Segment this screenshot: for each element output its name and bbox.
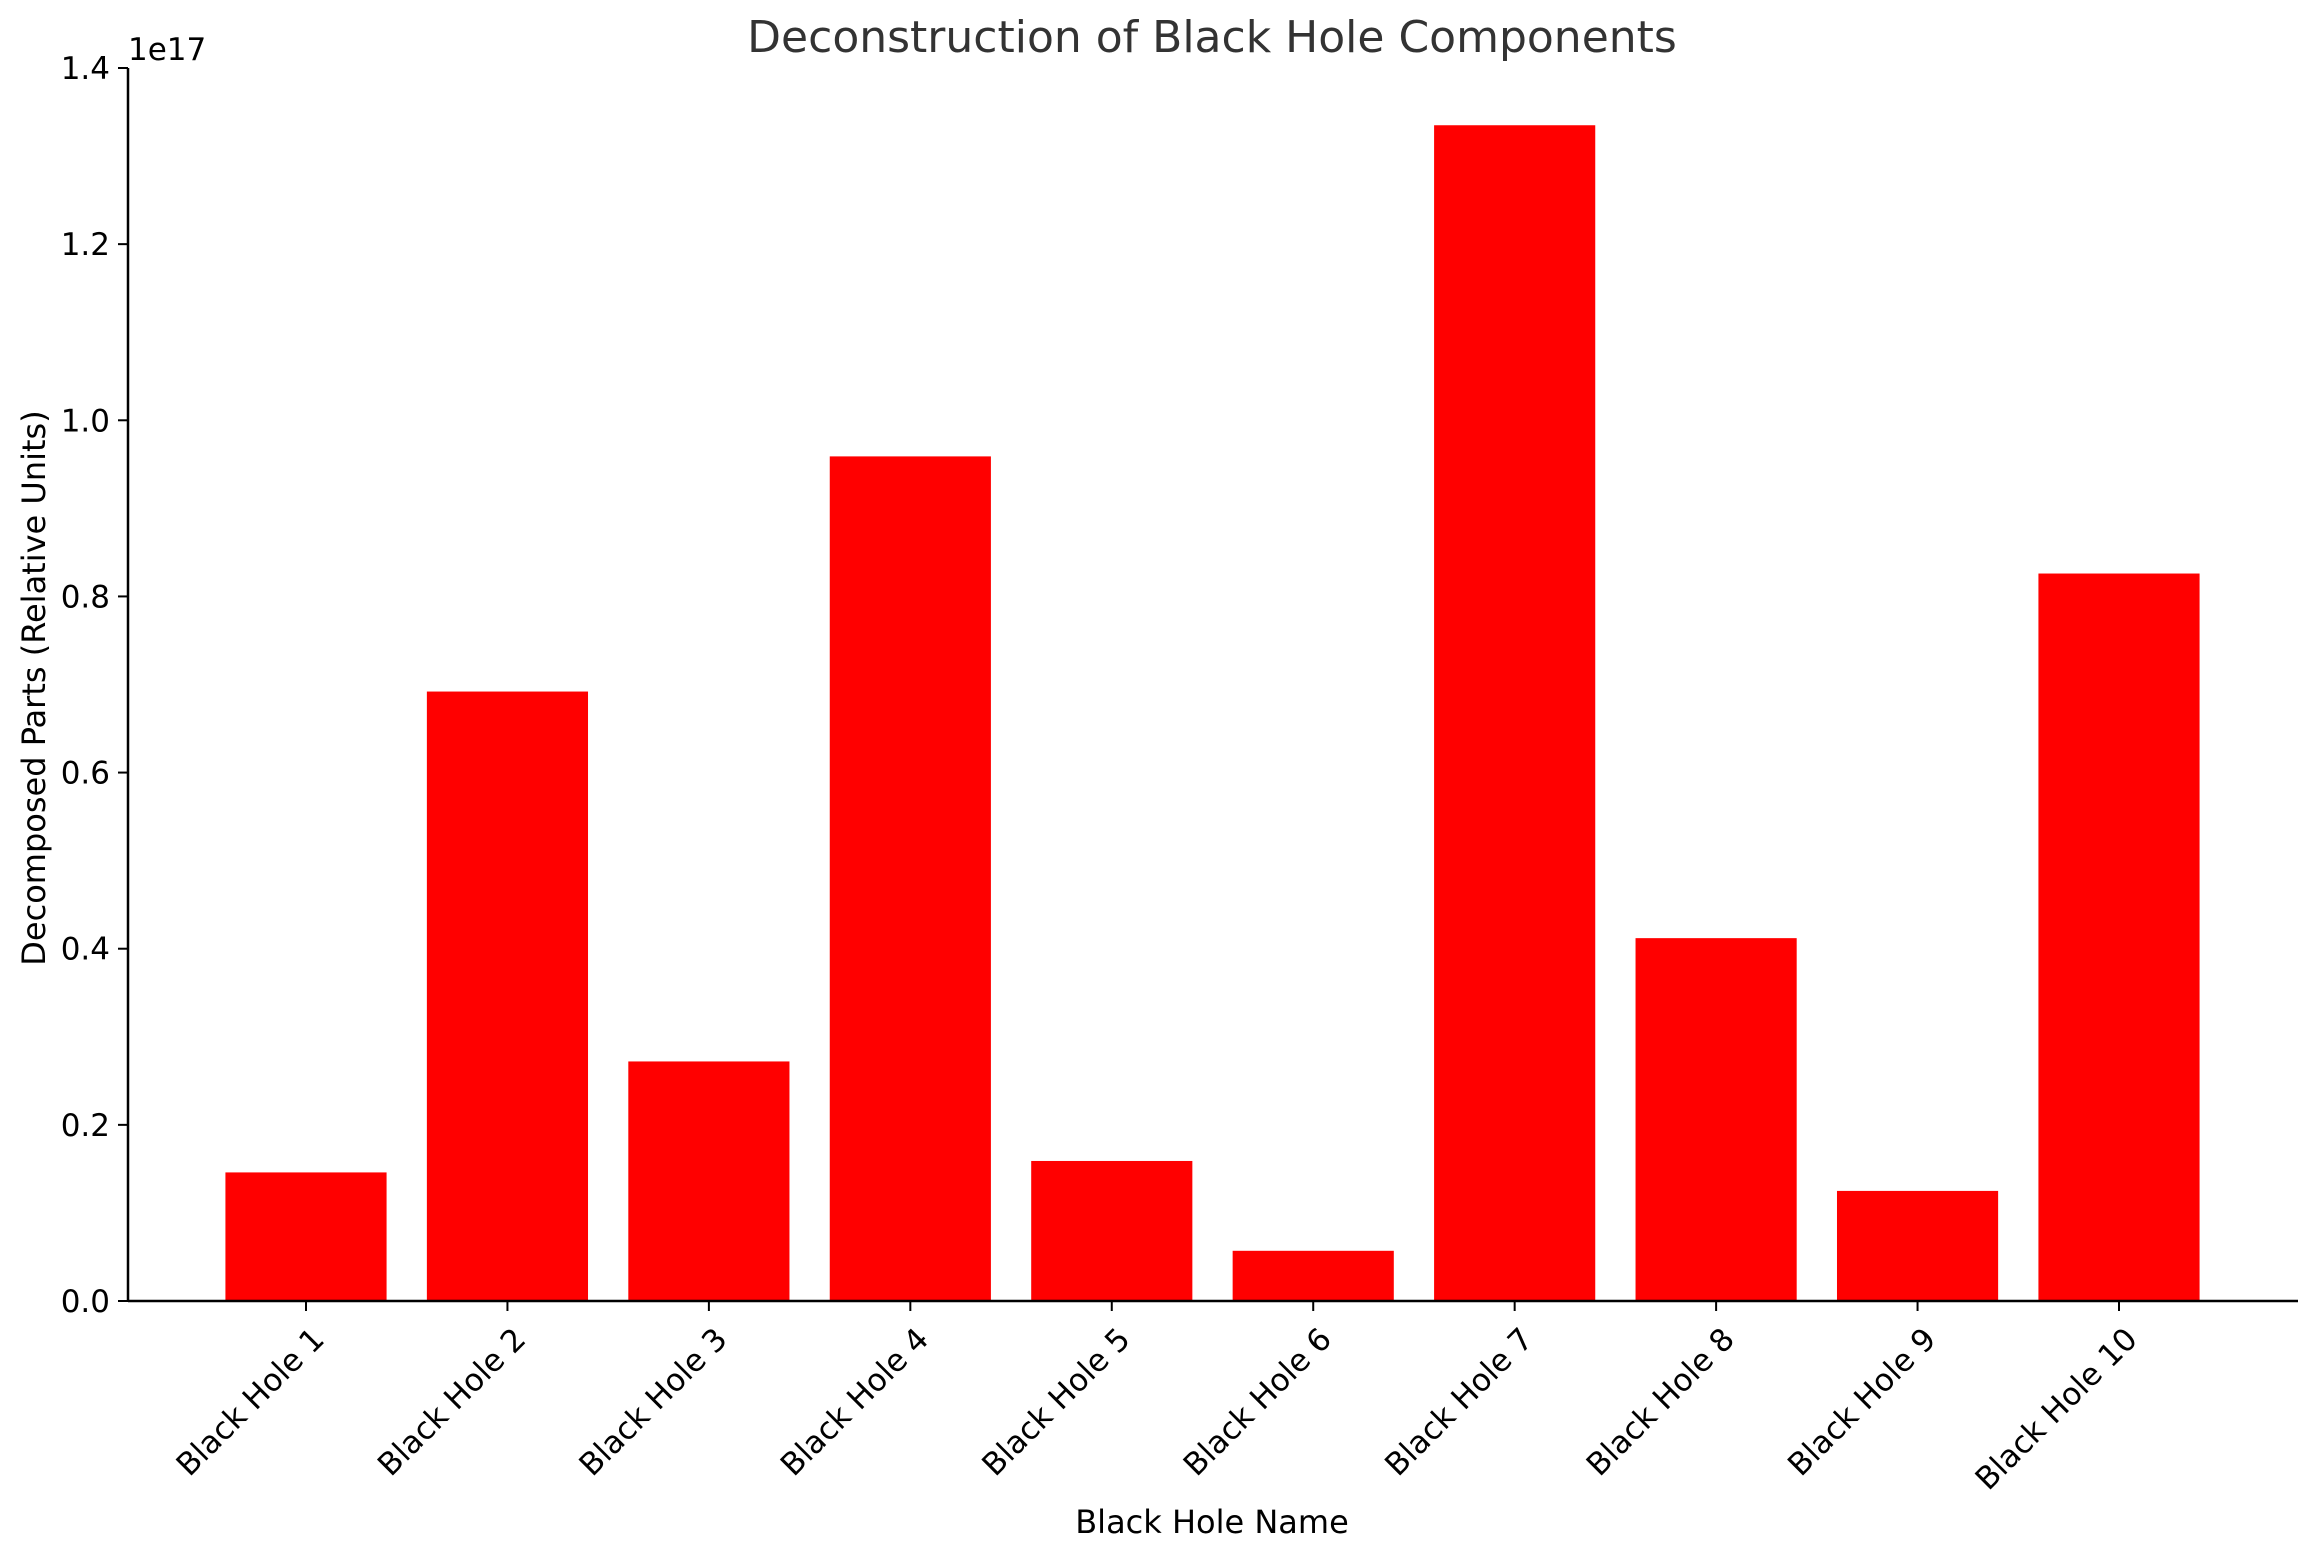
x-tick-label: Black Hole 6 (1177, 1321, 1339, 1483)
x-tick-label: Black Hole 4 (774, 1321, 936, 1483)
bars-group (225, 125, 2200, 1301)
bar (1635, 938, 1797, 1301)
x-tick-label: Black Hole 2 (371, 1321, 533, 1483)
bar (1434, 125, 1596, 1301)
y-axis-ticks: 0.0 0.2 0.4 0.6 0.8 1.0 1.2 1.4 (61, 51, 128, 1320)
x-axis-label: Black Hole Name (1075, 1503, 1349, 1541)
bar (1232, 1250, 1394, 1301)
x-axis-ticks: Black Hole 1 Black Hole 2 Black Hole 3 Blac… (170, 1301, 2145, 1497)
x-tick-label: Black Hole 10 (1969, 1321, 2145, 1497)
y-tick-label: 1.4 (61, 51, 110, 87)
x-tick-label: Black Hole 3 (572, 1321, 734, 1483)
y-tick-label: 0.4 (61, 932, 110, 968)
x-tick-label: Black Hole 7 (1378, 1321, 1540, 1483)
bar (2038, 573, 2200, 1301)
bar (1031, 1160, 1193, 1301)
y-axis-label: Decomposed Parts (Relative Units) (15, 410, 53, 965)
y-tick-label: 0.6 (61, 756, 110, 792)
x-tick-label: Black Hole 1 (170, 1321, 332, 1483)
y-tick-label: 1.0 (61, 403, 110, 439)
x-tick-label: Black Hole 9 (1781, 1321, 1943, 1483)
y-axis-offset-label: 1e17 (128, 32, 206, 68)
y-tick-label: 0.0 (61, 1284, 110, 1320)
y-tick-label: 1.2 (61, 227, 110, 263)
bar (426, 691, 589, 1301)
bar (628, 1061, 790, 1301)
bar (829, 456, 991, 1301)
bar (225, 1172, 387, 1301)
x-tick-label: Black Hole 5 (975, 1321, 1137, 1483)
y-tick-label: 0.2 (61, 1108, 110, 1144)
bar (1836, 1190, 1999, 1301)
y-tick-label: 0.8 (61, 579, 110, 615)
chart-title: Deconstruction of Black Hole Components (747, 12, 1677, 63)
x-tick-label: Black Hole 8 (1580, 1321, 1742, 1483)
